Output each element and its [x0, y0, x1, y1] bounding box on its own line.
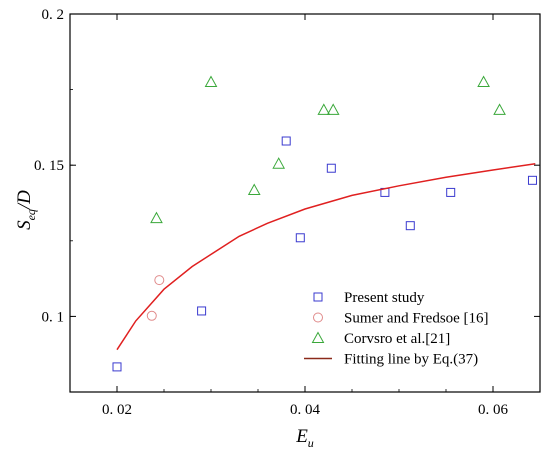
square-data-point: [446, 187, 456, 197]
legend: Present study Sumer and Fredsoe [16] Corvs…: [304, 290, 489, 368]
x-axis-title-sub: u: [308, 436, 314, 450]
triangle-data-point: [204, 75, 218, 88]
x-axis-title: Eu: [295, 426, 314, 450]
legend-label: Sumer and Fredsoe [16]: [344, 311, 489, 327]
triangle-data-point: [477, 75, 490, 88]
circle-data-point: [146, 310, 157, 321]
triangle-data-point: [326, 103, 340, 115]
legend-label: Fitting line by Eq.(37): [344, 352, 478, 368]
legend-square-swatch: [313, 292, 323, 302]
y-tick-label: 0. 1: [42, 309, 65, 325]
square-data-point: [405, 221, 415, 231]
x-tick-label: 0. 06: [478, 402, 509, 418]
legend-circle-swatch: [313, 312, 323, 323]
square-data-point: [326, 163, 336, 173]
y-axis-title-main: S: [14, 220, 35, 230]
y-axis-title: Seq/D: [14, 190, 38, 230]
legend-label: Corvsro et al.[21]: [344, 331, 450, 347]
legend-label: Present study: [344, 290, 425, 306]
y-tick-label: 0. 15: [34, 158, 64, 174]
x-tick-label: 0. 04: [290, 402, 321, 418]
square-data-point: [197, 306, 207, 316]
fitting-line: [116, 162, 536, 351]
y-axis: 0. 1 0. 15 0. 2: [34, 7, 540, 393]
y-axis-title-sub: eq: [24, 209, 38, 220]
square-data-point: [112, 362, 122, 372]
triangle-data-point: [493, 103, 506, 115]
y-tick-label: 0. 2: [42, 7, 65, 23]
square-data-point: [527, 175, 537, 185]
triangle-data-point: [317, 103, 331, 115]
triangle-data-point: [247, 183, 261, 195]
legend-triangle-swatch: [311, 331, 325, 343]
series-layer: [112, 75, 537, 372]
y-axis-title-tail: /D: [14, 190, 35, 210]
triangle-data-point: [272, 157, 286, 169]
x-axis-title-main: E: [295, 426, 308, 447]
circle-data-point: [154, 275, 165, 286]
plot-frame: [69, 13, 541, 393]
square-data-point: [281, 136, 291, 146]
x-tick-label: 0. 02: [102, 402, 132, 418]
square-data-point: [295, 233, 305, 243]
x-axis: 0. 02 0. 04 0. 06: [69, 14, 541, 418]
triangle-data-point: [150, 211, 163, 224]
